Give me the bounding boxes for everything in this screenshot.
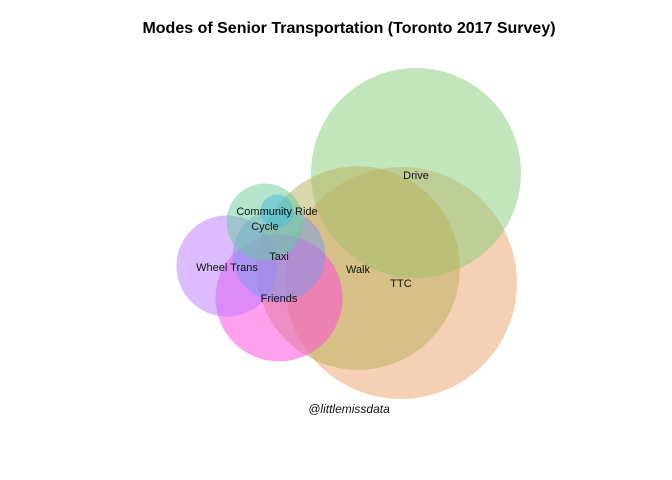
label-wheel-trans: Wheel Trans <box>196 262 258 274</box>
bubble-layer <box>176 68 521 399</box>
label-drive: Drive <box>403 170 429 182</box>
bubble-community-ride <box>260 194 294 228</box>
chart-title: Modes of Senior Transportation (Toronto … <box>142 20 555 37</box>
label-ttc: TTC <box>390 278 411 290</box>
label-layer: TTC Drive Walk Friends Wheel Trans Taxi Cycle C… <box>196 170 429 305</box>
chart-caption: @littlemissdata <box>308 402 390 416</box>
label-cycle: Cycle <box>251 221 279 233</box>
label-walk: Walk <box>346 264 371 276</box>
label-community-ride: Community Ride <box>236 206 317 218</box>
label-friends: Friends <box>261 293 298 305</box>
label-taxi: Taxi <box>269 251 289 263</box>
